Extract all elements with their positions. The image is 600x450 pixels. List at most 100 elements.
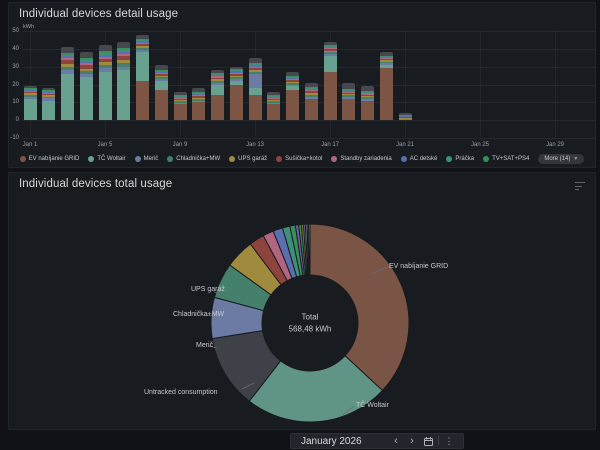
- bar-segment: [304, 82, 318, 87]
- bar-segment: [42, 88, 56, 90]
- legend-item[interactable]: Chladnička+MW: [167, 156, 220, 162]
- stacked-bar-jan-13: [248, 57, 262, 121]
- bar-segment: [323, 44, 337, 46]
- bar-segment: [173, 91, 187, 96]
- bar-segment: [136, 46, 149, 49]
- bar-segment: [136, 48, 149, 51]
- bar-segment: [286, 84, 299, 87]
- bar-segment: [154, 71, 168, 73]
- bar-segment: [136, 80, 149, 121]
- bar-segment: [342, 82, 356, 90]
- bar-segment: [61, 70, 74, 74]
- bar-segment: [79, 65, 93, 69]
- stacked-bar-jan-14: [267, 91, 281, 121]
- bar-segment: [211, 80, 224, 83]
- bar-segment: [61, 54, 74, 57]
- bar-segment: [229, 69, 243, 71]
- bar-segment: [23, 86, 37, 89]
- bar-segment: [267, 104, 281, 121]
- bar-segment: [42, 96, 56, 99]
- bar-segment: [192, 88, 206, 93]
- bar-segment: [117, 63, 131, 67]
- bar-segment: [117, 53, 131, 56]
- bar-segment: [267, 99, 281, 102]
- chart-legend: EV nabíjanie GRID TČ Woltair Merič Chladnič…: [15, 152, 589, 166]
- legend-color-dot: [167, 156, 174, 162]
- next-period-button[interactable]: ›: [410, 435, 414, 447]
- bar-segment: [361, 95, 374, 98]
- bar-segment: [323, 45, 337, 47]
- bar-segment: [42, 91, 56, 93]
- legend-item[interactable]: Práčka: [446, 156, 474, 162]
- v-gridline: [405, 31, 406, 138]
- bar-segment: [398, 117, 412, 119]
- bar-segment: [398, 115, 412, 117]
- panel-menu-icon[interactable]: [575, 182, 585, 190]
- bar-segment: [98, 62, 112, 66]
- previous-period-button[interactable]: ‹: [394, 435, 398, 447]
- h-gridline: [23, 120, 595, 122]
- bar-segment: [173, 98, 187, 100]
- bar-segment: [98, 58, 112, 63]
- bar-segment: [192, 94, 206, 96]
- donut-slice-t-woltair: [248, 354, 384, 423]
- legend-item[interactable]: TV+SAT+PS4: [483, 156, 529, 162]
- bar-segment: [342, 98, 356, 121]
- legend-color-dot: [19, 156, 26, 162]
- bar-segment: [286, 89, 299, 121]
- bar-segment: [117, 51, 131, 54]
- legend-item[interactable]: UPS garáž: [229, 156, 267, 162]
- stacked-bar-jan-8: [154, 64, 168, 121]
- calendar-icon[interactable]: [420, 434, 436, 448]
- stacked-bar-jan-19: [361, 86, 374, 121]
- bar-segment: [323, 46, 337, 48]
- bar-segment: [398, 118, 412, 120]
- bar-segment: [267, 95, 281, 96]
- bar-segment: [323, 47, 337, 49]
- legend-item[interactable]: EV nabíjanie GRID: [19, 156, 79, 162]
- bar-segment: [342, 90, 356, 92]
- total-panel-title[interactable]: Individual devices total usage: [19, 178, 173, 190]
- legend-item[interactable]: Standby zariadenia: [331, 156, 392, 162]
- donut-slice-unlabeled-7: [308, 223, 311, 276]
- bar-segment: [154, 77, 168, 80]
- legend-item[interactable]: Merič: [134, 156, 158, 162]
- bar-segment: [361, 97, 374, 99]
- time-range-picker[interactable]: January 2026 ‹ › ⋮: [290, 433, 464, 449]
- stacked-bar-jan-1: [23, 86, 37, 121]
- bar-segment: [398, 119, 412, 121]
- bar-segment: [136, 50, 149, 53]
- bar-segment: [42, 98, 56, 101]
- bar-segment: [192, 97, 206, 99]
- bar-segment: [361, 86, 374, 91]
- bar-segment: [61, 47, 74, 53]
- bar-segment: [304, 86, 318, 88]
- bar-segment: [304, 94, 318, 97]
- bar-segment: [173, 101, 187, 103]
- bar-segment: [98, 65, 112, 69]
- legend-item[interactable]: Sušička+kotol: [276, 156, 322, 162]
- bar-segment: [304, 98, 318, 121]
- bar-segment: [136, 41, 149, 43]
- legend-more-button[interactable]: More (14) ▼: [538, 154, 585, 164]
- timepicker-menu-icon[interactable]: ⋮: [444, 435, 454, 446]
- x-axis-tick: Jan 29: [545, 142, 565, 148]
- legend-item[interactable]: AC detské: [400, 156, 437, 162]
- bar-segment: [323, 50, 337, 53]
- bar-segment: [323, 54, 337, 56]
- legend-item[interactable]: TČ Woltair: [88, 156, 126, 162]
- bar-segment: [98, 51, 112, 53]
- detail-panel-title[interactable]: Individual devices detail usage: [19, 8, 179, 20]
- bar-segment: [304, 89, 318, 91]
- bar-segment: [173, 99, 187, 102]
- bar-segment: [342, 89, 356, 91]
- legend-color-dot: [446, 156, 453, 162]
- time-range-label[interactable]: January 2026: [301, 435, 362, 447]
- bar-segment: [229, 77, 243, 80]
- bar-segment: [379, 64, 393, 69]
- donut-center-text: Total 568,48 kWh: [289, 313, 332, 334]
- bar-segment: [304, 90, 318, 94]
- bar-segment: [304, 93, 318, 95]
- bar-segment: [136, 34, 149, 39]
- bar-segment: [229, 71, 243, 73]
